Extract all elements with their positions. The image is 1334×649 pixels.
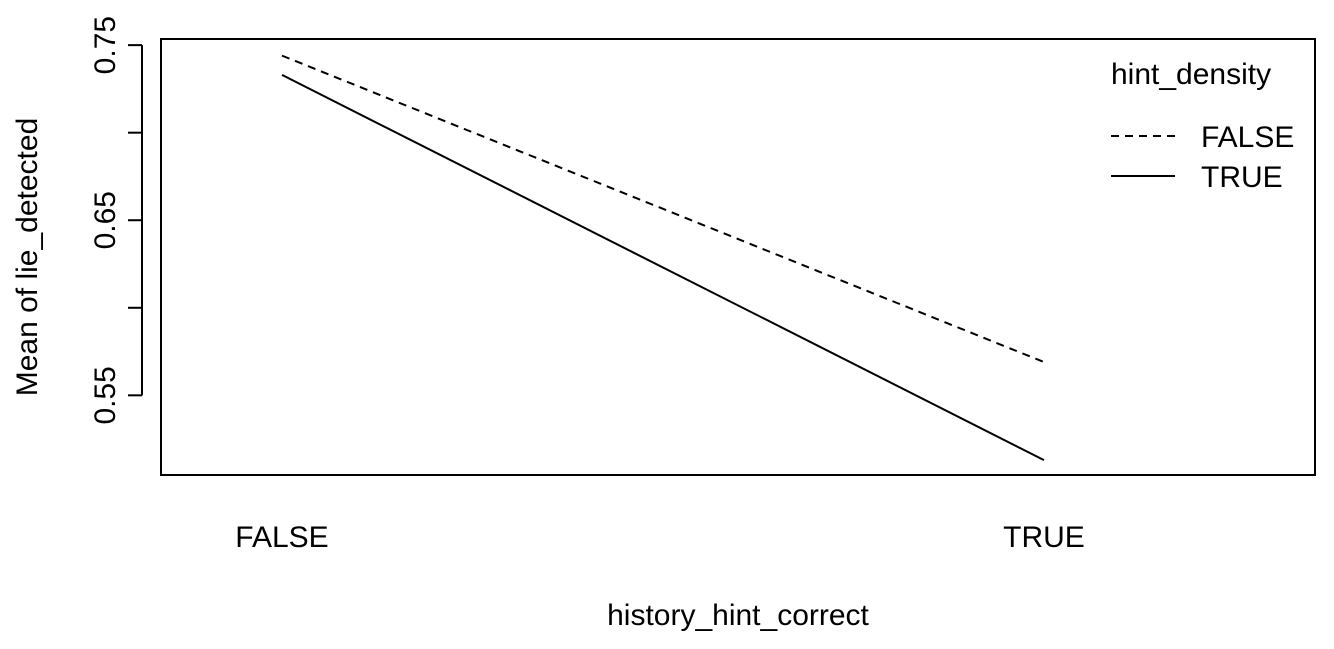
legend: hint_density FALSE TRUE bbox=[1111, 58, 1294, 194]
x-tick-label: TRUE bbox=[1003, 521, 1085, 554]
legend-label-true: TRUE bbox=[1201, 161, 1283, 194]
legend-title: hint_density bbox=[1111, 58, 1271, 91]
plot-frame bbox=[160, 38, 1316, 476]
y-axis: 0.55 0.65 0.75 bbox=[89, 16, 143, 425]
x-axis-tick-labels: FALSE TRUE bbox=[235, 521, 1085, 554]
series-line-false bbox=[281, 54, 1045, 363]
y-tick-label: 0.75 bbox=[89, 16, 122, 74]
series-lines bbox=[281, 54, 1045, 462]
legend-label-false: FALSE bbox=[1201, 121, 1294, 154]
y-tick-label: 0.55 bbox=[89, 366, 122, 424]
series-line-true bbox=[281, 74, 1045, 462]
x-axis-label: history_hint_correct bbox=[607, 599, 869, 632]
y-tick-label: 0.65 bbox=[89, 191, 122, 249]
x-tick-label: FALSE bbox=[235, 521, 328, 554]
y-axis-label: Mean of lie_detected bbox=[11, 118, 44, 397]
